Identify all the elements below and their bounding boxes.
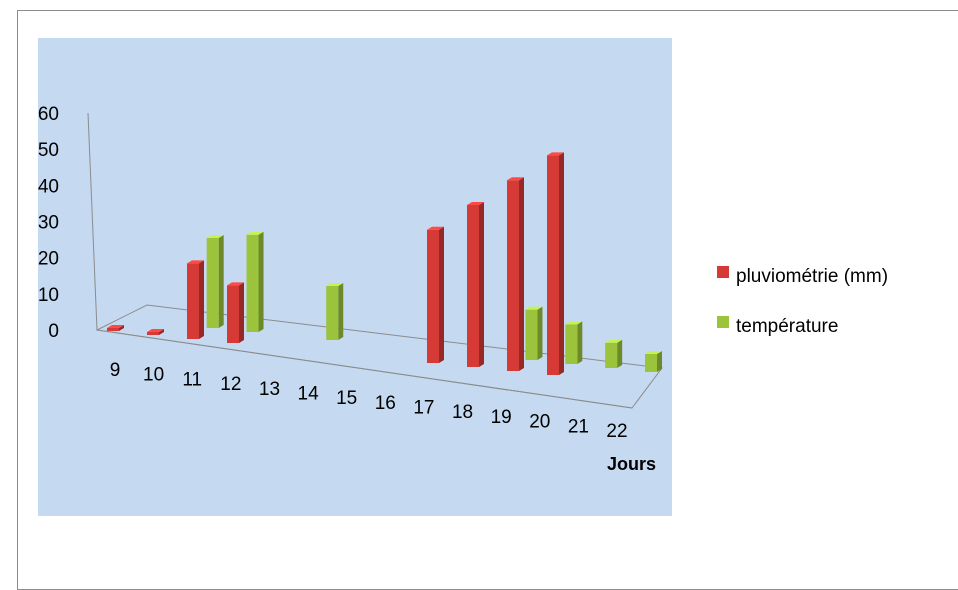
x-tick-label: 12 <box>220 374 241 395</box>
x-tick-label: 15 <box>336 388 357 409</box>
temperature-bar <box>565 321 583 364</box>
pluviometrie-bar <box>507 177 524 371</box>
x-tick-label: 22 <box>606 421 627 442</box>
x-axis-ticks: 9 10 11 12 13 14 15 16 17 18 19 20 21 22 <box>110 360 628 442</box>
x-tick-label: 18 <box>452 402 473 423</box>
x-tick-label: 21 <box>568 416 589 437</box>
y-tick-label: 40 <box>38 176 59 197</box>
x-tick-label: 13 <box>259 379 280 400</box>
legend: pluviométrie (mm) température <box>717 266 888 337</box>
pluviometrie-bar <box>187 260 204 339</box>
legend-label-pluviometrie: pluviométrie (mm) <box>736 266 888 287</box>
pluviometrie-bar <box>107 325 124 331</box>
y-tick-label: 10 <box>38 285 59 306</box>
pluviometrie-bar <box>427 226 444 363</box>
x-tick-label: 14 <box>298 383 320 404</box>
plot-area-background <box>38 38 672 516</box>
x-tick-label: 19 <box>491 407 512 428</box>
temperature-bar <box>206 235 224 328</box>
bars-group <box>107 152 662 375</box>
y-tick-label: 20 <box>38 249 59 270</box>
pluviometrie-bar <box>467 202 484 367</box>
temperature-bar <box>246 231 264 332</box>
temperature-bar <box>326 283 344 340</box>
y-tick-label: 0 <box>48 321 59 342</box>
x-tick-label: 9 <box>110 360 121 381</box>
legend-swatch-pluviometrie <box>717 266 729 278</box>
legend-label-temperature: température <box>736 316 838 337</box>
temperature-bar <box>525 306 543 360</box>
x-tick-label: 16 <box>375 393 396 414</box>
x-tick-label: 20 <box>529 412 550 433</box>
pluviometrie-bar <box>227 282 244 343</box>
y-tick-label: 60 <box>38 104 59 125</box>
x-axis-title: Jours <box>607 454 656 474</box>
y-tick-label: 50 <box>38 140 59 161</box>
x-axis-line <box>96 329 633 409</box>
y-tick-label: 30 <box>38 213 59 234</box>
x-tick-label: 11 <box>182 369 202 390</box>
temperature-bar <box>645 351 662 372</box>
y-axis-line <box>87 112 98 331</box>
y-axis-ticks: 60 50 40 30 20 10 0 <box>38 104 59 342</box>
pluviometrie-bar <box>547 152 564 375</box>
temperature-bar <box>605 339 623 368</box>
x-tick-label: 17 <box>413 398 434 419</box>
x-tick-label: 10 <box>143 365 164 386</box>
legend-swatch-temperature <box>717 316 729 328</box>
pluviometrie-bar <box>147 329 164 335</box>
